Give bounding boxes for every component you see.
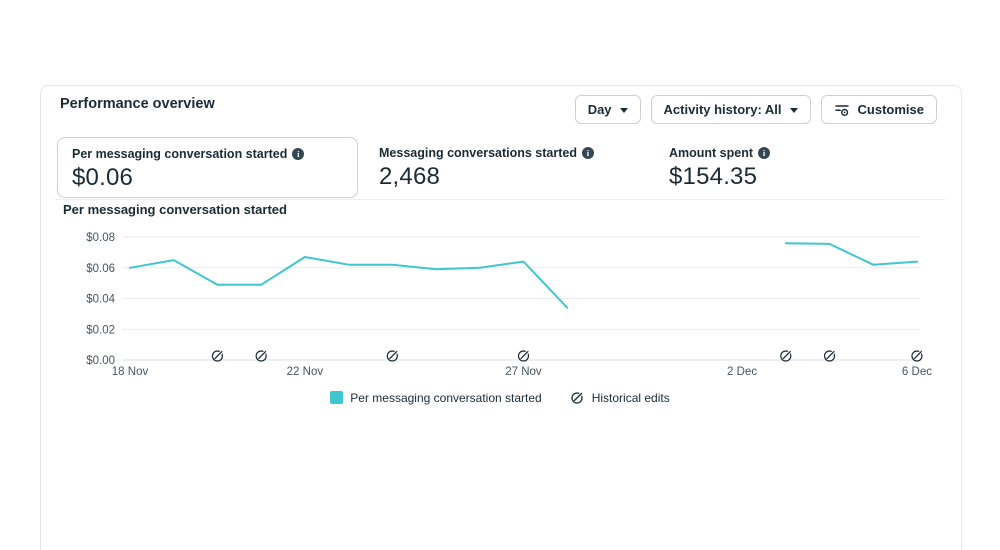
activity-history-dropdown[interactable]: Activity history: All (650, 95, 811, 124)
metric-value: $0.06 (72, 164, 134, 191)
metric-card-amount-spent[interactable]: Amount spent i $154.35 (655, 137, 935, 198)
metric-label: Messaging conversations started (379, 146, 577, 160)
metric-label: Amount spent (669, 146, 754, 160)
svg-text:18 Nov: 18 Nov (112, 366, 149, 378)
metric-label: Per messaging conversation started (72, 147, 288, 161)
series-swatch-icon (330, 391, 344, 404)
customise-icon (834, 102, 850, 118)
legend-item-historical-edits: Historical edits (570, 390, 670, 405)
chart-legend: Per messaging conversation started Histo… (55, 390, 945, 405)
metrics-divider (55, 199, 945, 200)
metric-value: 2,468 (379, 163, 441, 190)
day-dropdown-label: Day (587, 102, 612, 117)
info-icon[interactable]: i (758, 147, 771, 159)
svg-text:$0.00: $0.00 (86, 355, 115, 367)
svg-text:2 Dec: 2 Dec (727, 366, 757, 378)
svg-text:$0.08: $0.08 (86, 232, 115, 244)
svg-text:27 Nov: 27 Nov (505, 366, 542, 378)
customise-label: Customise (857, 102, 924, 117)
panel-title: Performance overview (60, 96, 215, 112)
historical-edit-icon (570, 390, 585, 405)
legend-series-label: Per messaging conversation started (350, 390, 542, 405)
metric-card-conversations-started[interactable]: Messaging conversations started i 2,468 (365, 137, 645, 198)
day-dropdown[interactable]: Day (574, 95, 641, 124)
legend-edits-label: Historical edits (591, 390, 670, 405)
info-icon[interactable]: i (581, 147, 594, 159)
legend-item-series: Per messaging conversation started (330, 390, 542, 405)
performance-chart: $0.00 $0.02 $0.04 $0.06 $0.08 18 Nov 22 Nov 27 … (86, 232, 932, 378)
activity-history-label: Activity history: All (663, 102, 782, 117)
svg-text:$0.06: $0.06 (86, 263, 115, 275)
svg-text:$0.04: $0.04 (86, 294, 115, 306)
chart-title: Per messaging conversation started (63, 202, 287, 217)
svg-text:22 Nov: 22 Nov (287, 366, 324, 378)
chevron-down-icon (789, 107, 798, 113)
info-icon[interactable]: i (292, 148, 305, 160)
customise-button[interactable]: Customise (820, 95, 937, 124)
chevron-down-icon (619, 107, 628, 113)
metric-card-per-conversation[interactable]: Per messaging conversation started i $0.… (57, 137, 358, 198)
svg-text:$0.02: $0.02 (86, 324, 115, 336)
chart-toolbar: Day Activity history: All Customise (574, 95, 937, 124)
svg-text:6 Dec: 6 Dec (902, 366, 932, 378)
metric-value: $154.35 (669, 163, 758, 190)
